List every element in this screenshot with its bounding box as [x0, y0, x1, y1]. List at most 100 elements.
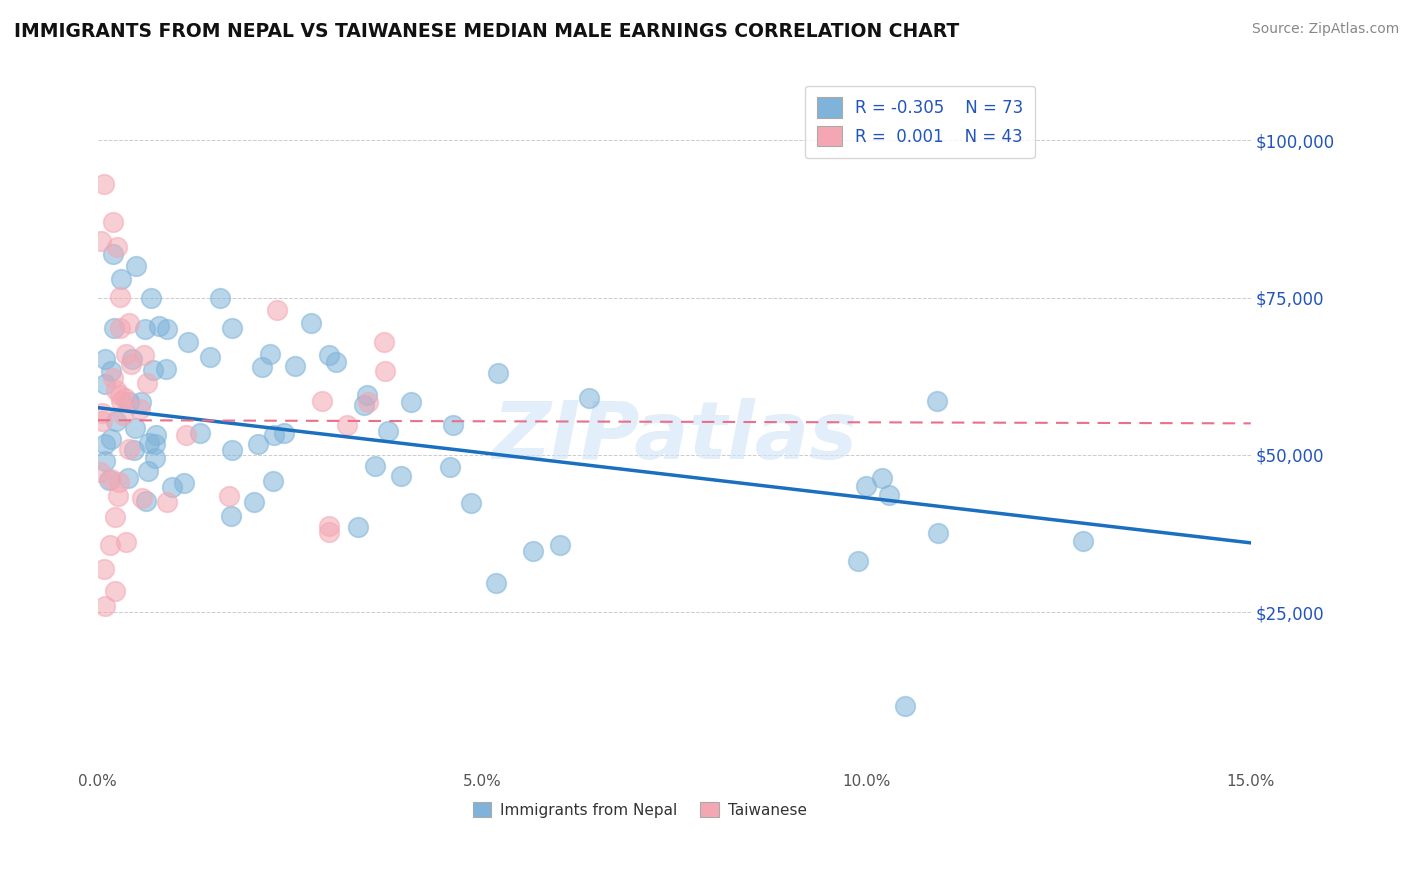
Point: [374, 364, 396, 378]
Point: [129, 395, 152, 409]
Point: [131, 491, 153, 505]
Point: [91, 414, 114, 428]
Text: Source: ZipAtlas.com: Source: ZipAtlas.com: [1251, 22, 1399, 37]
Point: [104, 414, 127, 428]
Point: [141, 291, 163, 305]
Point: [107, 475, 129, 489]
Point: [101, 215, 124, 229]
Point: [107, 240, 129, 254]
Point: [90, 234, 112, 248]
Point: [142, 363, 165, 377]
Point: [927, 394, 949, 409]
Point: [250, 360, 273, 375]
Point: [135, 376, 157, 390]
Point: [145, 436, 167, 450]
Point: [110, 290, 132, 304]
Point: [100, 473, 122, 487]
Point: [353, 398, 375, 412]
Point: [101, 371, 124, 385]
Point: [401, 395, 423, 409]
Point: [124, 421, 146, 435]
Point: [105, 383, 128, 397]
Point: [318, 348, 340, 362]
Point: [138, 436, 160, 450]
Point: [94, 454, 117, 468]
Point: [1071, 533, 1094, 548]
Point: [389, 468, 412, 483]
Point: [110, 393, 132, 408]
Point: [441, 418, 464, 433]
Point: [98, 538, 121, 552]
Point: [104, 583, 127, 598]
Point: [148, 319, 170, 334]
Point: [299, 316, 322, 330]
Point: [98, 473, 121, 487]
Point: [104, 510, 127, 524]
Point: [101, 246, 124, 260]
Point: [117, 471, 139, 485]
Point: [373, 334, 395, 349]
Point: [118, 316, 141, 330]
Point: [115, 535, 138, 549]
Point: [93, 561, 115, 575]
Point: [103, 320, 125, 334]
Point: [94, 436, 117, 450]
Point: [877, 488, 900, 502]
Point: [108, 387, 131, 401]
Point: [121, 358, 143, 372]
Point: [156, 322, 179, 336]
Point: [336, 417, 359, 432]
Point: [135, 494, 157, 508]
Point: [259, 347, 281, 361]
Point: [129, 402, 152, 417]
Point: [439, 460, 461, 475]
Point: [91, 406, 114, 420]
Point: [174, 428, 197, 442]
Point: [177, 335, 200, 350]
Legend: Immigrants from Nepal, Taiwanese: Immigrants from Nepal, Taiwanese: [467, 796, 813, 824]
Point: [855, 479, 877, 493]
Point: [485, 575, 508, 590]
Point: [870, 470, 893, 484]
Point: [118, 442, 141, 456]
Point: [522, 543, 544, 558]
Point: [578, 392, 600, 406]
Point: [284, 359, 307, 373]
Point: [122, 443, 145, 458]
Point: [894, 699, 917, 714]
Point: [132, 348, 155, 362]
Point: [160, 480, 183, 494]
Point: [247, 436, 270, 450]
Point: [486, 366, 509, 380]
Point: [136, 464, 159, 478]
Point: [262, 474, 284, 488]
Point: [219, 508, 242, 523]
Point: [273, 425, 295, 440]
Point: [134, 322, 156, 336]
Point: [111, 409, 134, 423]
Point: [846, 554, 869, 568]
Point: [118, 394, 141, 409]
Point: [377, 424, 399, 438]
Point: [108, 321, 131, 335]
Point: [89, 465, 111, 479]
Point: [143, 451, 166, 466]
Point: [145, 428, 167, 442]
Point: [110, 271, 132, 285]
Point: [266, 302, 288, 317]
Point: [218, 489, 240, 503]
Point: [263, 428, 285, 442]
Point: [125, 259, 148, 273]
Point: [188, 425, 211, 440]
Point: [173, 476, 195, 491]
Point: [311, 394, 333, 409]
Point: [198, 350, 221, 364]
Point: [460, 496, 482, 510]
Point: [318, 518, 340, 533]
Point: [156, 495, 179, 509]
Point: [208, 291, 231, 305]
Point: [94, 352, 117, 367]
Point: [325, 355, 347, 369]
Point: [94, 377, 117, 392]
Point: [221, 443, 243, 458]
